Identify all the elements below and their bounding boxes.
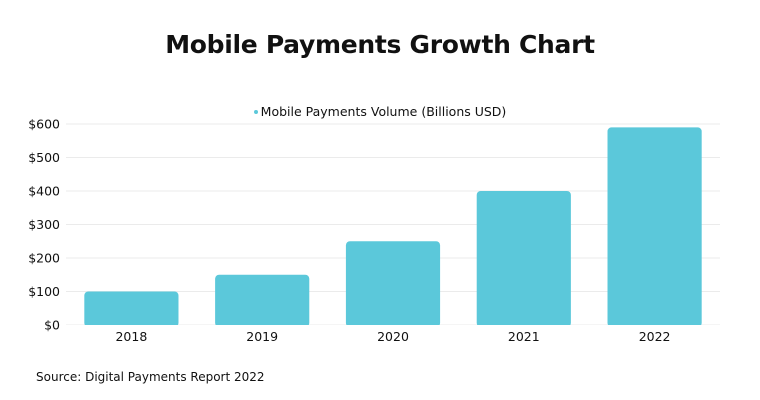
y-axis-ticks: $0 $100 $200 $300 $400 $500 $600 — [28, 117, 60, 333]
x-tick-label: 2020 — [377, 329, 409, 344]
y-tick-label: $300 — [28, 217, 60, 232]
x-tick-label: 2018 — [115, 329, 147, 344]
bar-2018 — [84, 291, 179, 327]
bar-2022 — [607, 127, 702, 327]
y-tick-label: $600 — [28, 117, 60, 132]
y-tick-label: $200 — [28, 251, 60, 266]
legend: Mobile Payments Volume (Billions USD) — [0, 104, 760, 119]
legend-label: Mobile Payments Volume (Billions USD) — [260, 104, 507, 119]
legend-swatch — [253, 109, 258, 114]
x-tick-label: 2019 — [246, 329, 278, 344]
baseline-mask — [66, 325, 720, 328]
bar-2020 — [345, 241, 441, 327]
x-axis-ticks: 2018 2019 2020 2021 2022 — [115, 329, 670, 344]
y-tick-label: $500 — [28, 150, 60, 165]
y-tick-label: $100 — [28, 284, 60, 299]
y-tick-label: $0 — [44, 318, 60, 333]
bars — [66, 127, 720, 328]
chart-title: Mobile Payments Growth Chart — [165, 30, 595, 59]
x-tick-label: 2022 — [639, 329, 671, 344]
x-tick-label: 2021 — [508, 329, 540, 344]
bar-2021 — [476, 191, 571, 327]
source-note: Source: Digital Payments Report 2022 — [36, 370, 265, 384]
y-tick-label: $400 — [28, 184, 60, 199]
bar-2019 — [215, 274, 310, 327]
